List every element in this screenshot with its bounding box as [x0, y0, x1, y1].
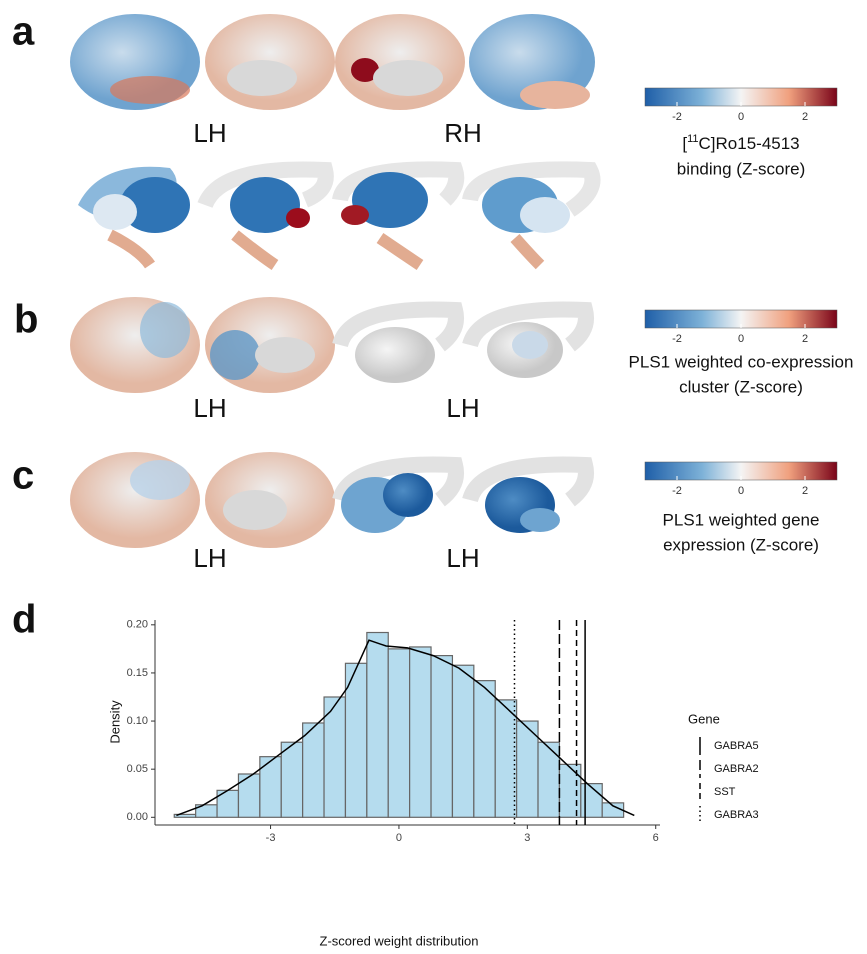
legend-label: SST	[714, 786, 736, 798]
y-tick-label: 0.10	[127, 715, 148, 727]
colorbar-tick-label: 2	[802, 111, 808, 123]
brain-renderings-c	[70, 452, 594, 548]
y-tick-label: 0.05	[127, 763, 148, 775]
panel-label: d	[12, 598, 36, 642]
hemisphere-label: LH	[446, 393, 479, 423]
colorbar-tick-label: 0	[738, 111, 744, 123]
density-curve	[176, 639, 635, 817]
bar	[366, 631, 389, 818]
label-superscript: 11	[687, 133, 698, 145]
x-tick-label: 0	[396, 832, 402, 844]
colorbar-label: cluster (Z-score)	[679, 377, 803, 396]
legend-label: GABRA3	[714, 809, 759, 821]
y-tick-label: 0.20	[127, 619, 148, 631]
hemisphere-label: LH	[193, 543, 226, 573]
bar	[451, 664, 475, 818]
bar	[259, 756, 282, 818]
y-tick-label: 0.15	[127, 667, 148, 679]
panel-label: a	[12, 10, 35, 54]
colorbar-label: PLS1 weighted co-expression	[629, 352, 854, 371]
bar	[302, 722, 325, 818]
colorbar-tick-label: -2	[672, 333, 682, 345]
y-tick-label: 0.00	[127, 811, 148, 823]
y-axis-title: Density	[107, 700, 122, 744]
panel-label: b	[14, 298, 38, 342]
brain-renderings-a	[70, 14, 601, 270]
colorbar-tick-label: 2	[802, 333, 808, 345]
bar	[537, 741, 561, 818]
x-tick-label: 3	[524, 832, 530, 844]
legend-label: GABRA2	[714, 763, 759, 775]
label-part: C]Ro15-4513	[699, 134, 800, 153]
bar	[280, 741, 304, 818]
bar	[409, 646, 432, 818]
colorbar-label: binding (Z-score)	[677, 159, 806, 178]
colorbar-tick-label: -2	[672, 485, 682, 497]
colorbar-tick-label: -2	[672, 111, 682, 123]
colorbar-label: PLS1 weighted gene	[663, 510, 820, 529]
hemisphere-label: LH	[193, 393, 226, 423]
colorbar-tick-label: 0	[738, 333, 744, 345]
hemisphere-label: LH	[193, 118, 226, 148]
bar	[580, 783, 603, 818]
x-axis-title: Z-scored weight distribution	[320, 933, 479, 948]
bar	[558, 763, 582, 818]
colorbar-tick-label: 2	[802, 485, 808, 497]
brain-renderings-b	[70, 297, 594, 393]
x-tick-label: 6	[653, 832, 659, 844]
colorbar-tick-label: 0	[738, 485, 744, 497]
colorbar-label: expression (Z-score)	[663, 535, 819, 554]
legend-label: GABRA5	[714, 740, 759, 752]
panel-label: c	[12, 454, 34, 498]
x-tick-label: -3	[266, 832, 276, 844]
bar	[237, 773, 261, 818]
hemisphere-label: LH	[446, 543, 479, 573]
bar	[494, 699, 518, 818]
bar	[473, 680, 496, 818]
hemisphere-label: RH	[444, 118, 482, 148]
colorbar-label: [11C]Ro15-4513	[682, 133, 799, 154]
legend-title: Gene	[688, 711, 720, 726]
bar	[387, 648, 411, 818]
label-part: [	[682, 134, 687, 153]
bar	[430, 655, 454, 818]
